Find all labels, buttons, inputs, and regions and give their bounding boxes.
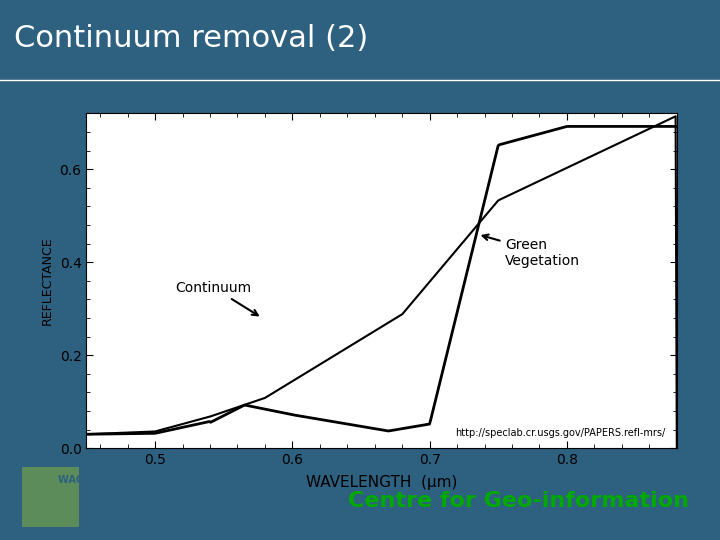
Text: Continuum removal (2): Continuum removal (2) [14, 24, 369, 53]
FancyBboxPatch shape [22, 467, 79, 527]
Text: Green
Vegetation: Green Vegetation [482, 234, 580, 268]
Text: WAGENINGEN UNIVERSITY: WAGENINGEN UNIVERSITY [58, 475, 202, 484]
Text: Continuum: Continuum [176, 281, 258, 315]
Text: http://speclab.cr.usgs.gov/PAPERS.refl-mrs/: http://speclab.cr.usgs.gov/PAPERS.refl-m… [455, 428, 665, 438]
Y-axis label: REFLECTANCE: REFLECTANCE [41, 237, 54, 325]
Text: WAGENINGEN: WAGENINGEN [92, 501, 167, 510]
Text: Centre for Geo-information: Centre for Geo-information [348, 491, 689, 511]
X-axis label: WAVELENGTH  (μm): WAVELENGTH (μm) [306, 475, 457, 490]
